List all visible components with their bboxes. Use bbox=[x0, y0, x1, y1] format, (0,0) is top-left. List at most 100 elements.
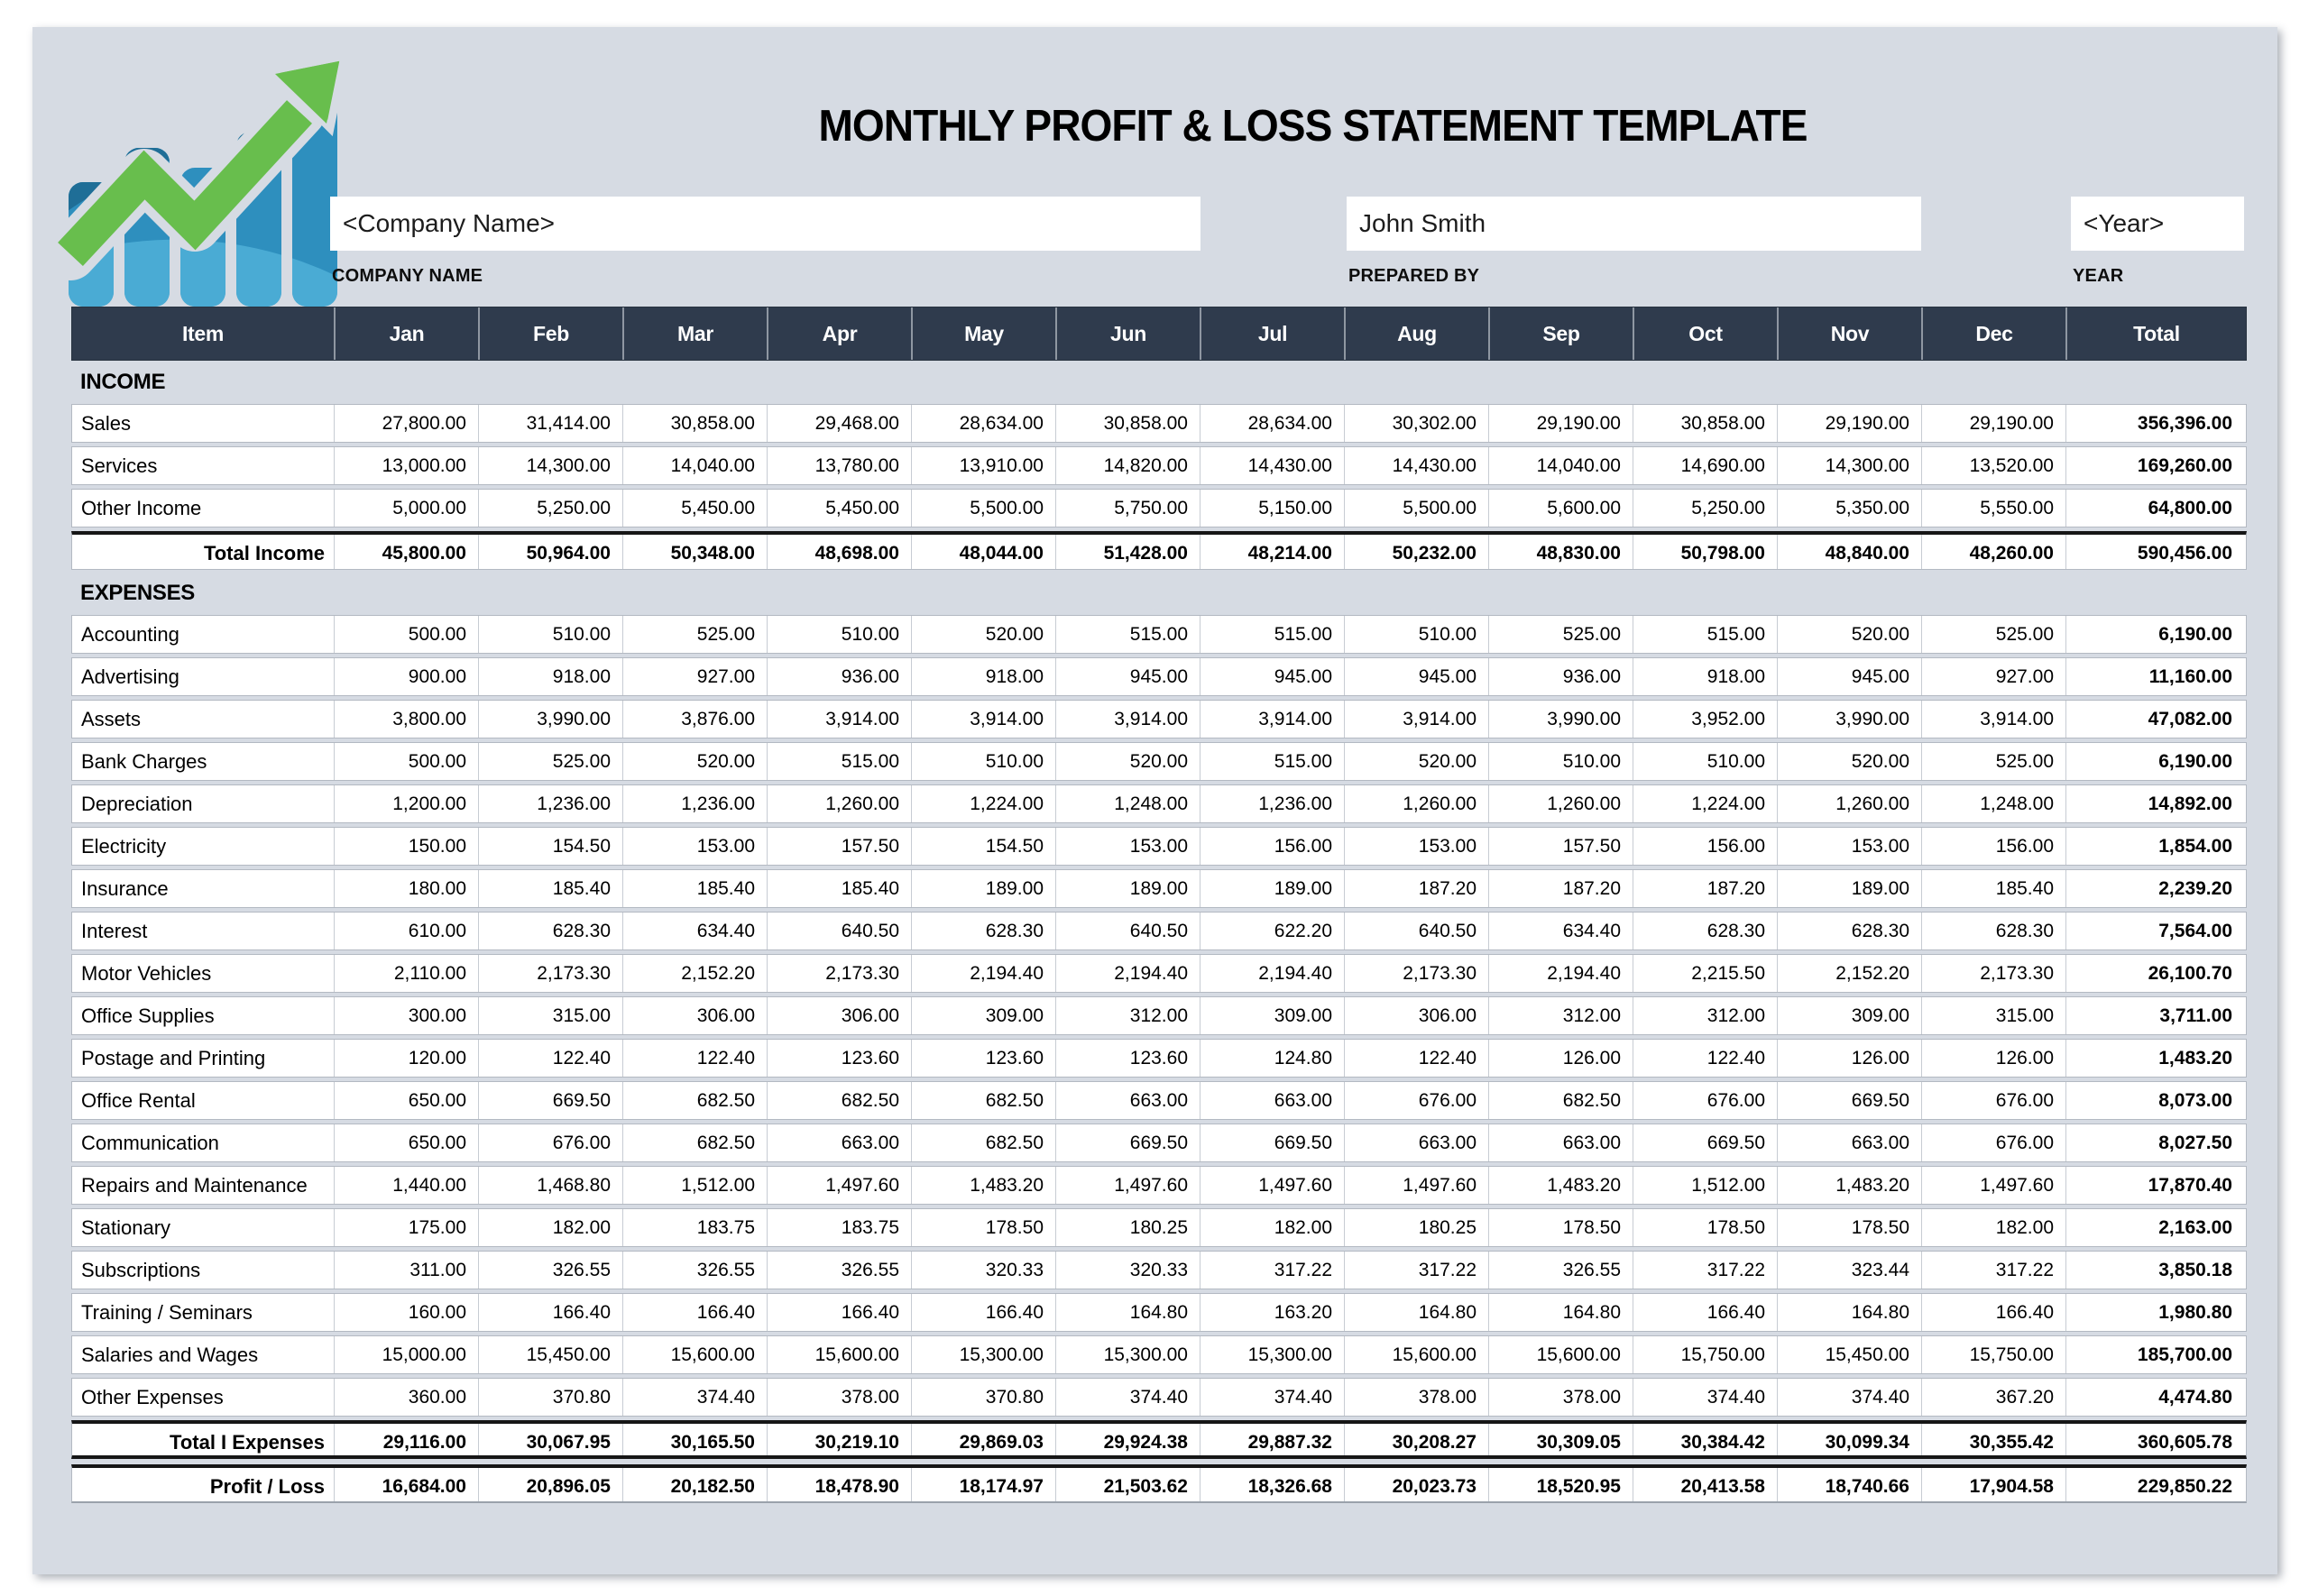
month-value-cell[interactable]: 178.50 bbox=[911, 1209, 1055, 1246]
month-value-cell[interactable]: 48,698.00 bbox=[767, 535, 911, 569]
month-value-cell[interactable]: 510.00 bbox=[911, 743, 1055, 780]
row-total-cell[interactable]: 1,980.80 bbox=[2065, 1294, 2246, 1331]
month-value-cell[interactable]: 30,384.42 bbox=[1633, 1424, 1777, 1455]
month-value-cell[interactable]: 628.30 bbox=[478, 913, 622, 949]
month-value-cell[interactable]: 5,500.00 bbox=[911, 490, 1055, 527]
row-label[interactable]: Motor Vehicles bbox=[81, 962, 212, 985]
month-value-cell[interactable]: 610.00 bbox=[334, 913, 478, 949]
row-label[interactable]: Training / Seminars bbox=[81, 1301, 253, 1324]
month-value-cell[interactable]: 180.00 bbox=[334, 870, 478, 907]
month-value-cell[interactable]: 50,232.00 bbox=[1344, 535, 1488, 569]
row-label[interactable]: Other Income bbox=[81, 497, 202, 519]
month-value-cell[interactable]: 669.50 bbox=[478, 1082, 622, 1119]
month-value-cell[interactable]: 669.50 bbox=[1055, 1124, 1200, 1161]
month-value-cell[interactable]: 3,914.00 bbox=[911, 701, 1055, 738]
row-label[interactable]: Subscriptions bbox=[81, 1259, 201, 1281]
month-value-cell[interactable]: 163.20 bbox=[1200, 1294, 1344, 1331]
month-value-cell[interactable]: 525.00 bbox=[622, 616, 767, 653]
month-value-cell[interactable]: 164.80 bbox=[1777, 1294, 1921, 1331]
month-value-cell[interactable]: 189.00 bbox=[911, 870, 1055, 907]
month-value-cell[interactable]: 28,634.00 bbox=[1200, 405, 1344, 442]
month-value-cell[interactable]: 189.00 bbox=[1055, 870, 1200, 907]
month-value-cell[interactable]: 634.40 bbox=[622, 913, 767, 949]
month-value-cell[interactable]: 50,964.00 bbox=[478, 535, 622, 569]
month-value-cell[interactable]: 317.22 bbox=[1344, 1252, 1488, 1289]
month-value-cell[interactable]: 14,430.00 bbox=[1344, 447, 1488, 484]
month-value-cell[interactable]: 166.40 bbox=[767, 1294, 911, 1331]
month-value-cell[interactable]: 634.40 bbox=[1488, 913, 1633, 949]
month-value-cell[interactable]: 30,858.00 bbox=[1633, 405, 1777, 442]
month-value-cell[interactable]: 124.80 bbox=[1200, 1040, 1344, 1077]
month-value-cell[interactable]: 306.00 bbox=[622, 997, 767, 1034]
month-value-cell[interactable]: 640.50 bbox=[1055, 913, 1200, 949]
month-value-cell[interactable]: 30,165.50 bbox=[622, 1424, 767, 1455]
month-value-cell[interactable]: 13,780.00 bbox=[767, 447, 911, 484]
month-value-cell[interactable]: 157.50 bbox=[1488, 828, 1633, 865]
month-value-cell[interactable]: 180.25 bbox=[1344, 1209, 1488, 1246]
month-value-cell[interactable]: 300.00 bbox=[334, 997, 478, 1034]
month-value-cell[interactable]: 164.80 bbox=[1055, 1294, 1200, 1331]
row-label[interactable]: Interest bbox=[81, 920, 148, 942]
month-value-cell[interactable]: 374.40 bbox=[1633, 1379, 1777, 1416]
month-value-cell[interactable]: 317.22 bbox=[1921, 1252, 2065, 1289]
row-label[interactable]: Office Rental bbox=[81, 1089, 196, 1112]
month-value-cell[interactable]: 166.40 bbox=[622, 1294, 767, 1331]
month-value-cell[interactable]: 2,194.40 bbox=[1055, 955, 1200, 992]
month-value-cell[interactable]: 3,914.00 bbox=[1055, 701, 1200, 738]
month-value-cell[interactable]: 5,500.00 bbox=[1344, 490, 1488, 527]
month-value-cell[interactable]: 320.33 bbox=[911, 1252, 1055, 1289]
month-value-cell[interactable]: 15,300.00 bbox=[911, 1336, 1055, 1373]
month-value-cell[interactable]: 3,800.00 bbox=[334, 701, 478, 738]
month-value-cell[interactable]: 5,350.00 bbox=[1777, 490, 1921, 527]
company-name-input[interactable]: <Company Name> bbox=[330, 197, 1200, 251]
month-value-cell[interactable]: 918.00 bbox=[1633, 658, 1777, 695]
month-value-cell[interactable]: 153.00 bbox=[1055, 828, 1200, 865]
month-value-cell[interactable]: 510.00 bbox=[1633, 743, 1777, 780]
month-value-cell[interactable]: 682.50 bbox=[911, 1082, 1055, 1119]
month-value-cell[interactable]: 122.40 bbox=[622, 1040, 767, 1077]
month-value-cell[interactable]: 2,194.40 bbox=[911, 955, 1055, 992]
month-value-cell[interactable]: 945.00 bbox=[1055, 658, 1200, 695]
month-value-cell[interactable]: 3,990.00 bbox=[1777, 701, 1921, 738]
month-value-cell[interactable]: 3,914.00 bbox=[1921, 701, 2065, 738]
month-value-cell[interactable]: 378.00 bbox=[1488, 1379, 1633, 1416]
month-value-cell[interactable]: 5,750.00 bbox=[1055, 490, 1200, 527]
row-total-cell[interactable]: 11,160.00 bbox=[2065, 658, 2246, 695]
month-value-cell[interactable]: 123.60 bbox=[767, 1040, 911, 1077]
month-value-cell[interactable]: 1,497.60 bbox=[1344, 1167, 1488, 1204]
month-value-cell[interactable]: 3,990.00 bbox=[1488, 701, 1633, 738]
month-value-cell[interactable]: 30,219.10 bbox=[767, 1424, 911, 1455]
month-value-cell[interactable]: 1,260.00 bbox=[1344, 785, 1488, 822]
month-value-cell[interactable]: 1,236.00 bbox=[1200, 785, 1344, 822]
month-value-cell[interactable]: 682.50 bbox=[911, 1124, 1055, 1161]
month-value-cell[interactable]: 123.60 bbox=[911, 1040, 1055, 1077]
month-value-cell[interactable]: 20,023.73 bbox=[1344, 1468, 1488, 1501]
row-total-cell[interactable]: 6,190.00 bbox=[2065, 743, 2246, 780]
month-value-cell[interactable]: 187.20 bbox=[1633, 870, 1777, 907]
row-total-cell[interactable]: 3,711.00 bbox=[2065, 997, 2246, 1034]
month-value-cell[interactable]: 5,600.00 bbox=[1488, 490, 1633, 527]
month-value-cell[interactable]: 5,250.00 bbox=[1633, 490, 1777, 527]
month-value-cell[interactable]: 945.00 bbox=[1200, 658, 1344, 695]
month-value-cell[interactable]: 29,924.38 bbox=[1055, 1424, 1200, 1455]
month-value-cell[interactable]: 682.50 bbox=[622, 1124, 767, 1161]
month-value-cell[interactable]: 312.00 bbox=[1055, 997, 1200, 1034]
month-value-cell[interactable]: 1,468.80 bbox=[478, 1167, 622, 1204]
month-value-cell[interactable]: 48,044.00 bbox=[911, 535, 1055, 569]
month-value-cell[interactable]: 2,173.30 bbox=[1921, 955, 2065, 992]
month-value-cell[interactable]: 374.40 bbox=[622, 1379, 767, 1416]
row-total-cell[interactable]: 169,260.00 bbox=[2065, 447, 2246, 484]
month-value-cell[interactable]: 669.50 bbox=[1777, 1082, 1921, 1119]
month-value-cell[interactable]: 150.00 bbox=[334, 828, 478, 865]
month-value-cell[interactable]: 676.00 bbox=[1344, 1082, 1488, 1119]
month-value-cell[interactable]: 29,190.00 bbox=[1921, 405, 2065, 442]
month-value-cell[interactable]: 30,099.34 bbox=[1777, 1424, 1921, 1455]
month-value-cell[interactable]: 317.22 bbox=[1200, 1252, 1344, 1289]
row-total-cell[interactable]: 64,800.00 bbox=[2065, 490, 2246, 527]
month-value-cell[interactable]: 663.00 bbox=[1055, 1082, 1200, 1119]
row-total-cell[interactable]: 229,850.22 bbox=[2065, 1468, 2246, 1501]
month-value-cell[interactable]: 14,430.00 bbox=[1200, 447, 1344, 484]
month-value-cell[interactable]: 3,990.00 bbox=[478, 701, 622, 738]
month-value-cell[interactable]: 2,173.30 bbox=[1344, 955, 1488, 992]
month-value-cell[interactable]: 370.80 bbox=[911, 1379, 1055, 1416]
